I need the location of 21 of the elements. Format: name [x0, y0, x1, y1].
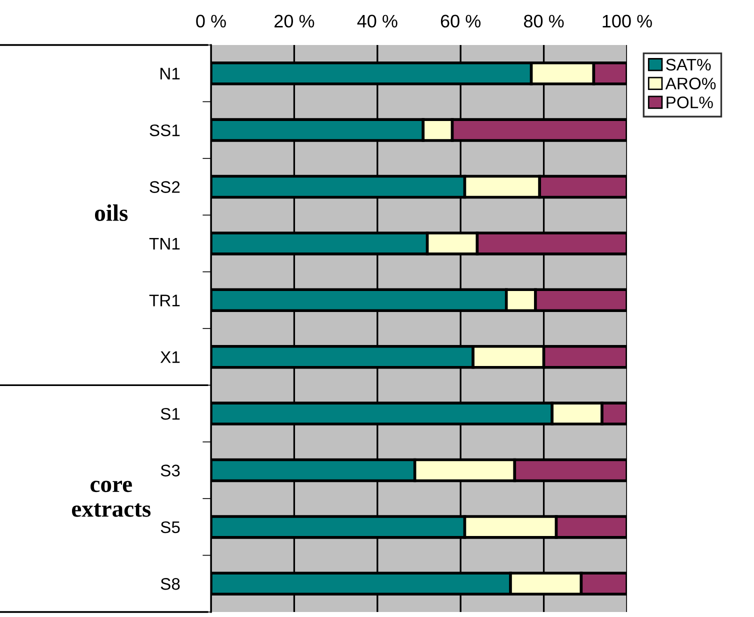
- y-tick-label: S5: [160, 521, 180, 534]
- y-tick-label: S8: [160, 578, 180, 590]
- text: core extracts: [72, 480, 151, 517]
- y-tick-label: TR1: [149, 294, 180, 306]
- y-tick-label: N1: [160, 68, 180, 80]
- y-tick-label: TN1: [149, 238, 180, 250]
- x-tick-label: 0 %: [196, 14, 226, 28]
- y-tick-label: S3: [160, 464, 180, 476]
- y-tick-label: SS1: [150, 124, 180, 136]
- x-tick-label: 60 %: [440, 14, 481, 28]
- x-tick-label: 20 %: [274, 14, 314, 28]
- x-tick-label: 100 %: [602, 14, 652, 28]
- x-tick-label: 40 %: [357, 14, 398, 28]
- x-tick-label: 80 %: [524, 14, 564, 28]
- legend-label: POL%: [666, 96, 713, 108]
- y-tick-label: S1: [160, 408, 180, 420]
- legend-label: ARO%: [665, 78, 716, 90]
- legend-label: SAT%: [666, 58, 711, 71]
- y-tick-label: SS2: [150, 181, 180, 193]
- y-tick-label: X1: [160, 351, 180, 363]
- text: oils: [95, 204, 128, 222]
